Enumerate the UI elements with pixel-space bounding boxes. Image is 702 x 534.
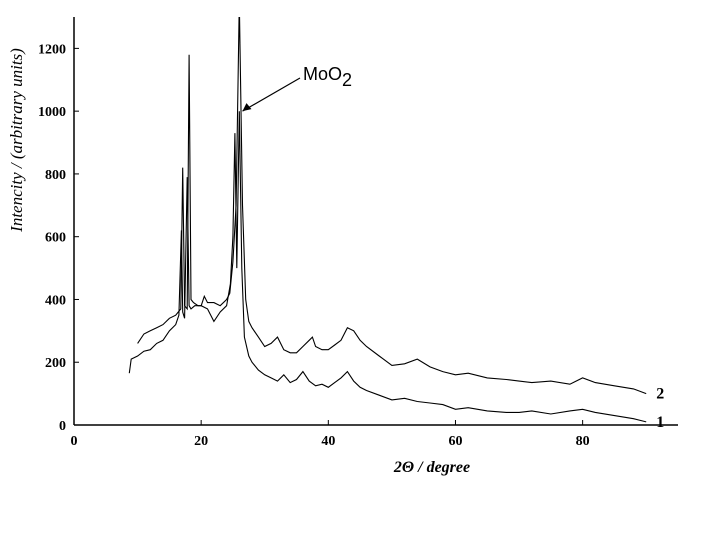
x-tick-label: 20 (194, 434, 208, 449)
data-line (128, 111, 647, 423)
y-tick-label: 200 (45, 356, 66, 371)
annotation-arrowhead (242, 103, 252, 112)
y-tick-label: 600 (45, 231, 66, 246)
series-label: 2 (656, 386, 664, 403)
y-tick-label: 800 (45, 168, 66, 183)
annotation-text: MoO (303, 64, 342, 84)
y-tick-label: 1000 (38, 105, 66, 120)
annotation: MoO2 (303, 64, 352, 90)
x-tick-label: 40 (321, 434, 335, 449)
x-axis-label: 2Θ / degree (393, 459, 470, 476)
x-tick-label: 60 (448, 434, 462, 449)
y-tick-label: 0 (59, 419, 66, 434)
y-tick-label: 400 (45, 293, 66, 308)
annotation-subscript: 2 (342, 70, 352, 90)
y-tick-label: 1200 (38, 42, 66, 57)
plot-area (128, 17, 647, 423)
y-axis-label: Intencity / (arbitrary units) (7, 48, 26, 233)
data-line (137, 17, 647, 395)
series-label: 1 (656, 414, 664, 431)
x-tick-label: 0 (71, 434, 78, 449)
x-tick-label: 80 (576, 434, 590, 449)
annotation-arrow (242, 77, 301, 112)
